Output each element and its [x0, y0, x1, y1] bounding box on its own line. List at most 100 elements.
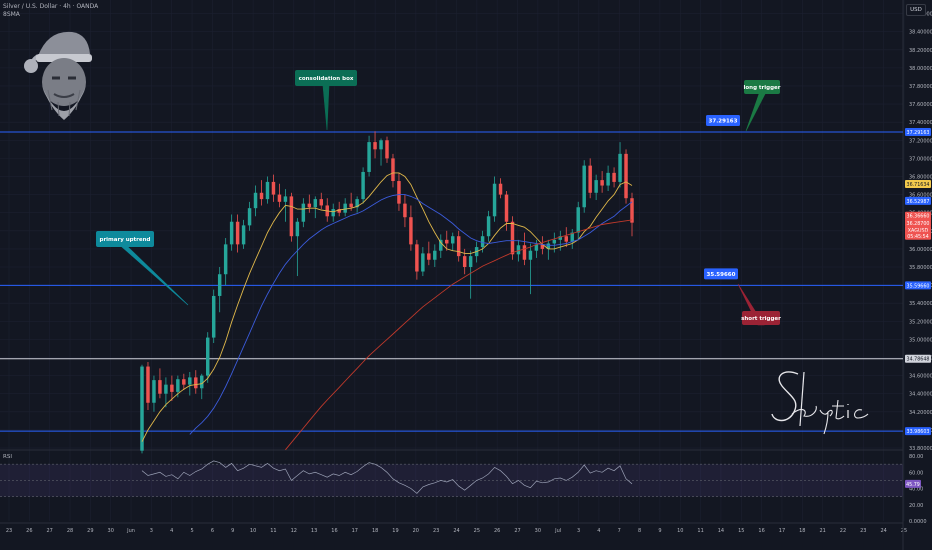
- time-tick-label: 17: [779, 528, 785, 534]
- candle-body: [439, 239, 443, 251]
- candle-body: [456, 236, 461, 257]
- price-label-text: 37.29163: [907, 130, 930, 136]
- time-tick-label: 24: [880, 528, 886, 534]
- time-tick-label: 16: [331, 528, 337, 534]
- price-tick-label: 38.40000: [909, 30, 932, 36]
- candle-body: [600, 180, 604, 186]
- candle-body: [188, 377, 192, 385]
- time-tick-label: 22: [840, 528, 846, 534]
- candle-body: [331, 209, 335, 217]
- candle-body: [337, 209, 341, 213]
- candle-body: [468, 256, 473, 267]
- time-tick-label: 26: [494, 528, 500, 534]
- time-tick-label: 18: [372, 528, 378, 534]
- price-label-tag: [905, 231, 931, 240]
- time-tick-label: 18: [799, 528, 805, 534]
- candle-body: [546, 243, 551, 249]
- indicator-label: 8SMA: [3, 11, 20, 18]
- candle-body: [152, 380, 156, 403]
- candle-body: [170, 384, 174, 392]
- candle-body: [158, 380, 162, 394]
- time-tick-label: 10: [250, 528, 256, 534]
- time-tick-label: 12: [291, 528, 297, 534]
- price-tick-label: 35.40000: [909, 301, 932, 307]
- candle-body: [498, 183, 503, 195]
- santa-logo: [24, 31, 92, 120]
- moving-average-line: [285, 219, 633, 451]
- price-tick-label: 35.00000: [909, 337, 932, 343]
- time-tick-label: 30: [535, 528, 541, 534]
- candle-body: [140, 366, 144, 451]
- price-label-tag: [905, 427, 931, 436]
- time-tick-label: 3: [150, 528, 153, 534]
- candle-body: [606, 172, 610, 186]
- skeptic-signature: [771, 371, 869, 435]
- time-tick-label: 21: [819, 528, 825, 534]
- price-tick-label: 34.40000: [909, 392, 932, 398]
- candle-body: [612, 172, 616, 182]
- candle-body: [397, 181, 401, 204]
- candle-body: [427, 253, 431, 260]
- price-tick-label: 33.80000: [909, 446, 932, 452]
- candle-body: [247, 208, 252, 226]
- price-tick-label: 37.60000: [909, 102, 932, 108]
- price-label-text: 35.59660: [907, 283, 930, 289]
- candle-body: [211, 295, 216, 338]
- rsi-tick-label: 20.00: [909, 503, 923, 509]
- candle-body: [313, 199, 318, 208]
- candle-body: [265, 181, 270, 200]
- price-tick-label: 35.80000: [909, 265, 932, 271]
- candle-body: [253, 192, 258, 209]
- price-tick-label: 34.20000: [909, 410, 932, 416]
- time-tick-label: 27: [46, 528, 52, 534]
- candle-body: [450, 236, 455, 244]
- time-tick-label: 13: [311, 528, 317, 534]
- time-tick-label: 26: [26, 528, 32, 534]
- price-tick-label: 36.60000: [909, 193, 932, 199]
- time-tick-label: 19: [392, 528, 398, 534]
- candle-body: [361, 171, 365, 200]
- price-label-tag: [905, 127, 931, 136]
- time-tick-label: 11: [697, 528, 703, 534]
- time-tick-label: 29: [87, 528, 93, 534]
- level-tag: [704, 268, 738, 280]
- time-tick-label: 24: [453, 528, 459, 534]
- candle-body: [403, 203, 407, 218]
- time-tick-label: 11: [270, 528, 276, 534]
- time-tick-label: 9: [658, 528, 661, 534]
- price-label-text: 34.78648: [907, 357, 930, 363]
- candle-body: [534, 244, 539, 251]
- candle-body: [421, 253, 425, 272]
- rsi-tick-label: 60.00: [909, 470, 923, 476]
- candle-body: [510, 221, 515, 255]
- candle-body: [492, 183, 497, 217]
- candle-body: [217, 274, 222, 296]
- time-tick-label: 27: [514, 528, 520, 534]
- price-tick-label: 37.00000: [909, 156, 932, 162]
- time-tick-label: 3: [577, 528, 580, 534]
- candle-body: [385, 140, 389, 159]
- candle-body: [582, 165, 586, 208]
- time-tick-label: 23: [860, 528, 866, 534]
- candle-body: [194, 377, 198, 389]
- candle-body: [462, 256, 467, 267]
- currency-button[interactable]: USD: [906, 4, 926, 16]
- time-tick-label: 28: [67, 528, 73, 534]
- time-tick-label: Jul: [554, 528, 561, 534]
- time-tick-label: 16: [758, 528, 764, 534]
- candle-body: [319, 199, 324, 206]
- time-tick-label: 14: [718, 528, 724, 534]
- rsi-label: RSI: [3, 454, 12, 460]
- rsi-tick-label: 40.00: [909, 487, 923, 493]
- time-tick-label: Jun: [126, 528, 135, 534]
- price-tick-label: 37.40000: [909, 120, 932, 126]
- price-tick-label: 38.00000: [909, 66, 932, 72]
- candle-body: [379, 140, 383, 150]
- candle-body: [271, 181, 276, 195]
- candle-body: [307, 203, 312, 208]
- candle-body: [200, 375, 204, 389]
- level-tag: [706, 114, 740, 126]
- symbol-title: Silver / U.S. Dollar · 4h · OANDA: [3, 3, 99, 10]
- price-label-tag: [905, 218, 931, 227]
